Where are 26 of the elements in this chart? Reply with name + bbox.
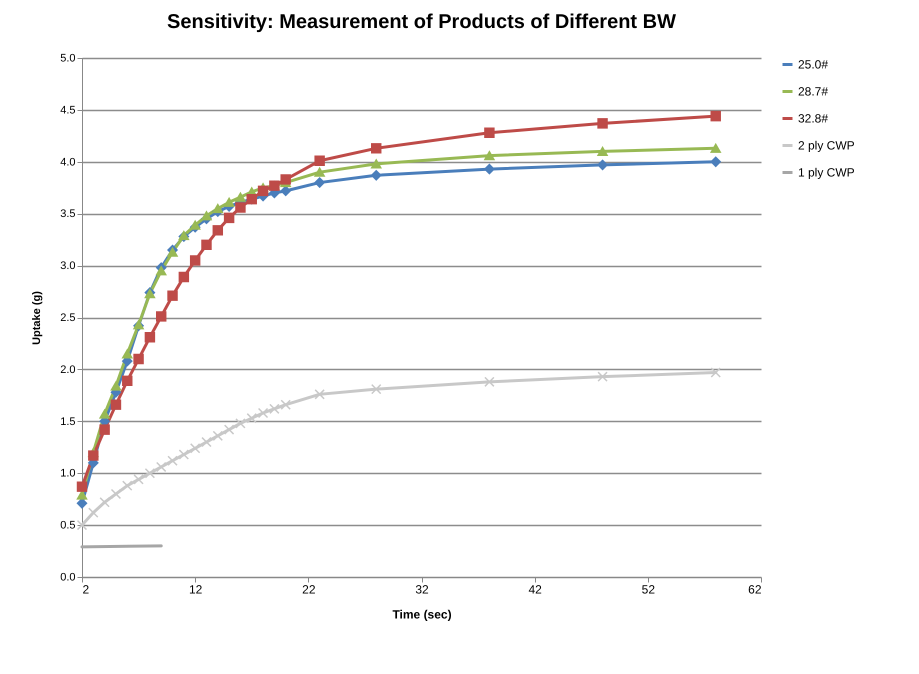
y-tick-label: 3.5 bbox=[60, 208, 76, 220]
legend-label: 25.0# bbox=[798, 58, 828, 72]
y-tick-label: 4.0 bbox=[60, 156, 76, 168]
x-tick-label: 2 bbox=[82, 582, 90, 596]
legend-label: 28.7# bbox=[798, 84, 828, 98]
chart-title: Sensitivity: Measurement of Products of Different BW bbox=[167, 11, 676, 33]
y-tick-label: 5.0 bbox=[60, 52, 76, 64]
y-tick-label: 3.0 bbox=[60, 260, 76, 272]
y-tick-label: 0.0 bbox=[60, 572, 76, 584]
y-tick-label: 4.5 bbox=[60, 104, 76, 116]
x-tick-label: 22 bbox=[302, 582, 316, 596]
x-tick-label: 32 bbox=[415, 582, 429, 596]
y-tick-label: 2.5 bbox=[60, 312, 76, 324]
x-axis-title: Time (sec) bbox=[392, 608, 452, 622]
y-tick-label: 2.0 bbox=[60, 364, 76, 376]
x-tick-label: 42 bbox=[528, 582, 542, 596]
legend-label: 2 ply CWP bbox=[798, 138, 855, 152]
y-tick-label: 0.5 bbox=[60, 520, 76, 532]
y-tick-label: 1.0 bbox=[60, 468, 76, 480]
y-axis-title: Uptake (g) bbox=[31, 290, 44, 345]
x-tick-label: 62 bbox=[748, 582, 762, 596]
x-tick-label: 52 bbox=[642, 582, 656, 596]
y-tick-label: 1.5 bbox=[60, 416, 76, 428]
legend-label: 32.8# bbox=[798, 112, 828, 126]
legend-label: 1 ply CWP bbox=[798, 166, 855, 180]
x-tick-label: 12 bbox=[188, 582, 203, 596]
